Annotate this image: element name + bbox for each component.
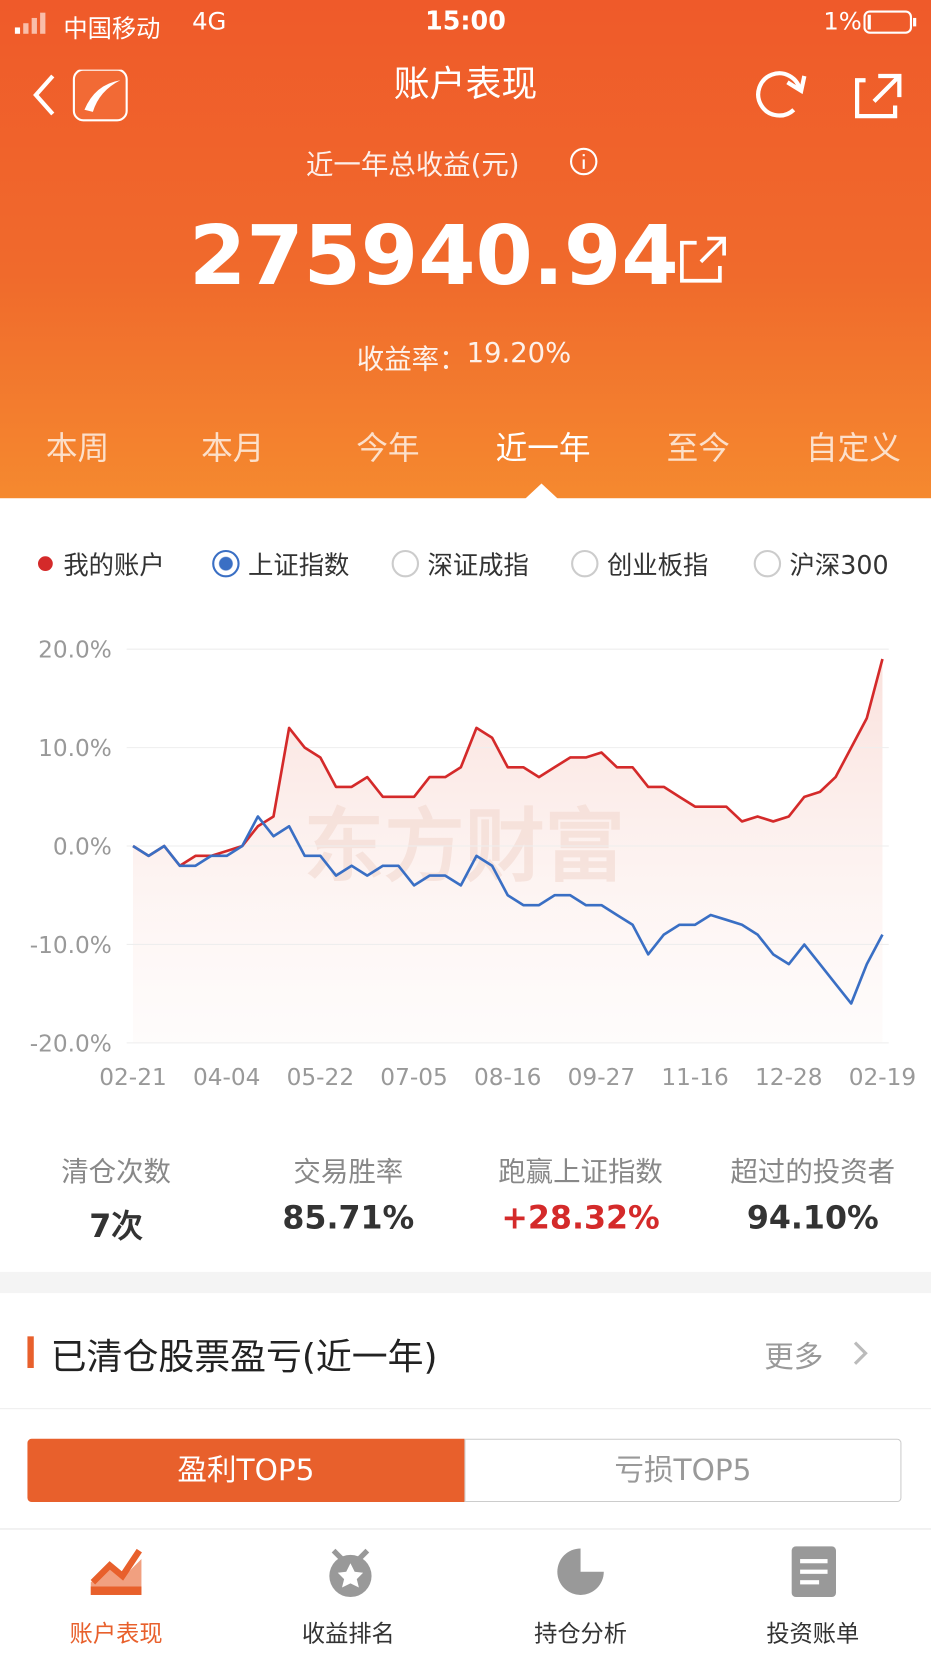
option-label: 深证成指 xyxy=(427,551,529,581)
option-label: 沪深300 xyxy=(789,551,889,581)
x-tick-label: 07-05 xyxy=(380,1064,447,1091)
x-tick-label: 02-21 xyxy=(99,1064,166,1091)
x-tick-label: 04-04 xyxy=(193,1064,260,1091)
option-label: 创业板指 xyxy=(606,551,709,581)
y-tick-label: 10.0% xyxy=(38,735,112,762)
network: 4G xyxy=(192,8,227,36)
divider xyxy=(0,1271,931,1294)
x-tick-label: 12-28 xyxy=(755,1064,822,1091)
stat-label: 超过的投资者 xyxy=(730,1156,896,1189)
info-icon[interactable] xyxy=(568,146,600,178)
radio xyxy=(571,549,599,577)
chevron xyxy=(853,1341,868,1365)
stat-label: 清仓次数 xyxy=(61,1156,172,1189)
nav-label[interactable]: 持仓分析 xyxy=(534,1621,628,1648)
x-tick-label: 11-16 xyxy=(661,1064,728,1091)
period-tab[interactable]: 近一年 xyxy=(495,430,591,468)
stat-value: +28.32% xyxy=(501,1200,660,1238)
battery-text: 1% xyxy=(823,8,862,36)
toggle-on[interactable]: 盈利TOP5 xyxy=(27,1438,465,1503)
return-rate: 收益率： 19.20% xyxy=(357,338,571,377)
nav-label[interactable]: 投资账单 xyxy=(766,1621,860,1648)
stat-value: 85.71% xyxy=(282,1200,415,1238)
nav-label[interactable]: 账户表现 xyxy=(69,1621,163,1648)
y-tick-label: -20.0% xyxy=(30,1030,112,1057)
nav-label[interactable]: 收益排名 xyxy=(301,1621,395,1648)
stat: 清仓次数 7次 xyxy=(0,1151,232,1247)
stat: 交易胜率 85.71% xyxy=(232,1151,464,1238)
section-title: 已清仓股票盈亏(近一年) xyxy=(50,1336,438,1379)
x-tick-label: 05-22 xyxy=(287,1064,354,1091)
legend-item[interactable]: 我的账户 xyxy=(38,545,165,582)
action-icons[interactable] xyxy=(752,68,910,123)
line xyxy=(132,815,884,1005)
toggle-off[interactable]: 亏损TOP5 xyxy=(464,1438,902,1503)
page-title: 账户表现 xyxy=(393,63,538,106)
legend-label: 上证指数 xyxy=(248,551,350,581)
header-bg xyxy=(0,0,931,499)
legend-item[interactable]: 上证指数 xyxy=(212,545,349,582)
y-tick-label: 0.0% xyxy=(53,833,112,860)
stat-label: 交易胜率 xyxy=(293,1156,404,1189)
return-value: 19.20% xyxy=(466,337,572,370)
stat: 跑赢上证指数 +28.32% xyxy=(464,1151,696,1238)
period-tab[interactable]: 自定义 xyxy=(805,430,901,468)
nav-icons xyxy=(90,1546,837,1598)
section-marker xyxy=(27,1336,34,1369)
period-tab[interactable]: 至今 xyxy=(666,430,730,468)
index-option[interactable]: 创业板指 xyxy=(571,545,708,582)
nav-icons[interactable] xyxy=(30,69,136,123)
share-icon[interactable] xyxy=(678,234,731,287)
x-tick-label: 08-16 xyxy=(474,1064,541,1091)
subtitle: 近一年总收益(元) xyxy=(305,149,520,182)
tab-pointer xyxy=(524,483,559,500)
total-amount: 275940.94 xyxy=(189,209,679,305)
time: 15:00 xyxy=(425,6,506,36)
more-link[interactable]: 更多 xyxy=(764,1339,824,1375)
carrier: 中国移动 xyxy=(63,15,161,44)
legend-dot xyxy=(38,555,53,571)
index-option[interactable]: 沪深300 xyxy=(753,545,889,582)
stat-value: 94.10% xyxy=(746,1200,879,1238)
chart: 东方财富 20.0%10.0%0.0%-10.0%-20.0%02-21 04-0… xyxy=(30,637,916,1092)
stat-value: 7次 xyxy=(89,1208,143,1246)
period-tab[interactable]: 本月 xyxy=(201,430,265,468)
divider xyxy=(0,1408,931,1410)
area xyxy=(133,658,883,1043)
x-tick-label: 09-27 xyxy=(568,1064,635,1091)
radio xyxy=(391,549,420,577)
return-label: 收益率： xyxy=(356,344,467,376)
period-tab[interactable]: 本周 xyxy=(45,430,110,468)
period-tab[interactable]: 今年 xyxy=(356,430,420,468)
y-tick-label: -10.0% xyxy=(30,932,112,959)
radio xyxy=(753,549,782,577)
index-option[interactable]: 深证成指 xyxy=(391,545,529,582)
radio xyxy=(212,549,240,577)
x-tick-label: 02-19 xyxy=(849,1064,916,1091)
y-tick-label: 20.0% xyxy=(38,637,112,664)
stat: 超过的投资者 94.10% xyxy=(697,1151,929,1238)
stat-label: 跑赢上证指数 xyxy=(498,1156,663,1189)
battery-icon xyxy=(863,10,917,34)
legend-label: 我的账户 xyxy=(63,551,165,581)
signal-icon xyxy=(14,12,46,34)
divider xyxy=(0,1528,931,1530)
line xyxy=(132,658,884,868)
